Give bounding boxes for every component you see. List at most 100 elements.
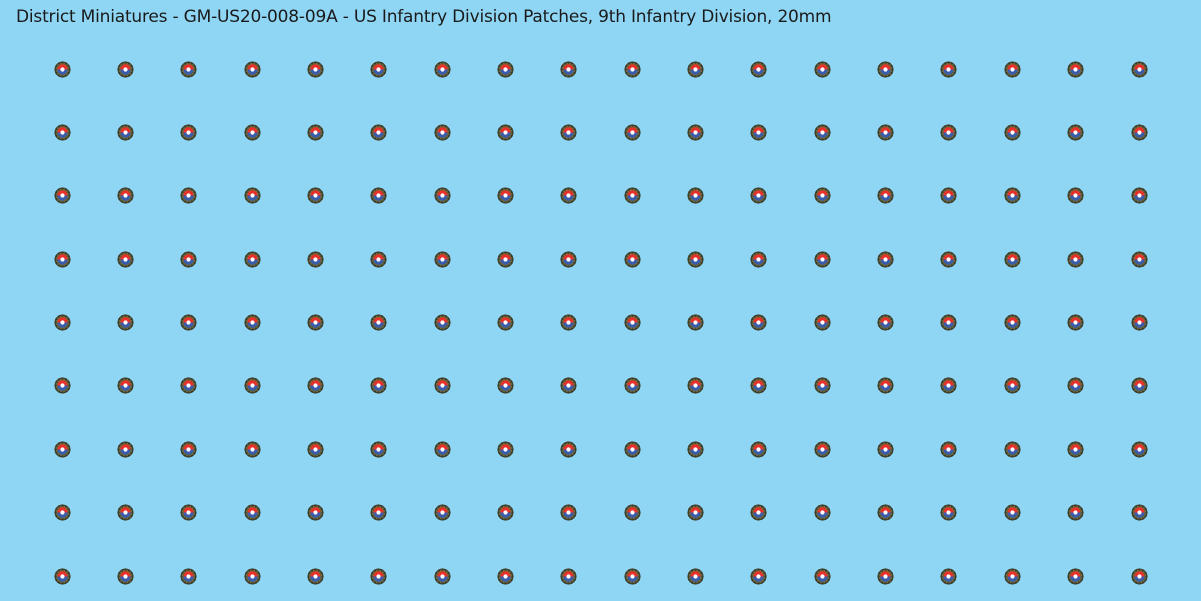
9th-infantry-division-patch-icon — [877, 251, 894, 268]
9th-infantry-division-patch-icon — [53, 377, 71, 394]
9th-infantry-division-patch-icon — [180, 251, 197, 268]
9th-infantry-division-patch-icon — [53, 441, 71, 458]
9th-infantry-division-patch-icon — [814, 567, 831, 585]
9th-infantry-division-patch-icon — [1004, 251, 1021, 268]
9th-infantry-division-patch-icon — [180, 504, 197, 521]
9th-infantry-division-patch-icon — [1067, 60, 1084, 78]
9th-infantry-division-patch-icon — [497, 187, 514, 204]
9th-infantry-division-patch-icon — [434, 251, 451, 268]
9th-infantry-division-patch-icon — [1130, 124, 1148, 141]
9th-infantry-division-patch-icon — [117, 60, 134, 78]
9th-infantry-division-patch-icon — [434, 187, 451, 204]
9th-infantry-division-patch-icon — [180, 124, 197, 141]
9th-infantry-division-patch-icon — [877, 314, 894, 331]
9th-infantry-division-patch-icon — [53, 504, 71, 521]
9th-infantry-division-patch-icon — [243, 187, 261, 204]
9th-infantry-division-patch-icon — [1067, 124, 1084, 141]
9th-infantry-division-patch-icon — [877, 377, 894, 394]
9th-infantry-division-patch-icon — [814, 377, 831, 394]
9th-infantry-division-patch-icon — [1130, 504, 1148, 521]
9th-infantry-division-patch-icon — [307, 441, 324, 458]
9th-infantry-division-patch-icon — [560, 504, 577, 521]
9th-infantry-division-patch-icon — [687, 187, 704, 204]
9th-infantry-division-patch-icon — [750, 124, 767, 141]
9th-infantry-division-patch-icon — [370, 60, 387, 78]
9th-infantry-division-patch-icon — [560, 567, 577, 585]
9th-infantry-division-patch-icon — [1130, 251, 1148, 268]
9th-infantry-division-patch-icon — [370, 124, 387, 141]
9th-infantry-division-patch-icon — [750, 251, 767, 268]
9th-infantry-division-patch-icon — [1067, 441, 1084, 458]
9th-infantry-division-patch-icon — [940, 314, 958, 331]
9th-infantry-division-patch-icon — [1004, 314, 1021, 331]
9th-infantry-division-patch-icon — [877, 124, 894, 141]
9th-infantry-division-patch-icon — [814, 251, 831, 268]
9th-infantry-division-patch-icon — [624, 441, 641, 458]
9th-infantry-division-patch-icon — [940, 251, 958, 268]
9th-infantry-division-patch-icon — [180, 377, 197, 394]
9th-infantry-division-patch-icon — [1130, 377, 1148, 394]
9th-infantry-division-patch-icon — [624, 124, 641, 141]
9th-infantry-division-patch-icon — [434, 441, 451, 458]
9th-infantry-division-patch-icon — [243, 377, 261, 394]
9th-infantry-division-patch-icon — [1004, 504, 1021, 521]
9th-infantry-division-patch-icon — [940, 504, 958, 521]
9th-infantry-division-patch-icon — [180, 441, 197, 458]
9th-infantry-division-patch-icon — [307, 567, 324, 585]
9th-infantry-division-patch-icon — [434, 124, 451, 141]
9th-infantry-division-patch-icon — [370, 441, 387, 458]
9th-infantry-division-patch-icon — [1004, 60, 1021, 78]
9th-infantry-division-patch-icon — [53, 124, 71, 141]
9th-infantry-division-patch-icon — [1004, 187, 1021, 204]
9th-infantry-division-patch-icon — [1004, 124, 1021, 141]
9th-infantry-division-patch-icon — [53, 60, 71, 78]
9th-infantry-division-patch-icon — [1067, 567, 1084, 585]
9th-infantry-division-patch-icon — [117, 187, 134, 204]
9th-infantry-division-patch-icon — [243, 441, 261, 458]
9th-infantry-division-patch-icon — [497, 567, 514, 585]
9th-infantry-division-patch-icon — [497, 377, 514, 394]
9th-infantry-division-patch-icon — [307, 60, 324, 78]
9th-infantry-division-patch-icon — [434, 567, 451, 585]
9th-infantry-division-patch-icon — [307, 377, 324, 394]
9th-infantry-division-patch-icon — [1004, 377, 1021, 394]
9th-infantry-division-patch-icon — [687, 314, 704, 331]
9th-infantry-division-patch-icon — [560, 60, 577, 78]
9th-infantry-division-patch-icon — [940, 567, 958, 585]
9th-infantry-division-patch-icon — [687, 504, 704, 521]
9th-infantry-division-patch-icon — [117, 251, 134, 268]
9th-infantry-division-patch-icon — [940, 441, 958, 458]
9th-infantry-division-patch-icon — [434, 314, 451, 331]
9th-infantry-division-patch-icon — [370, 504, 387, 521]
9th-infantry-division-patch-icon — [687, 441, 704, 458]
9th-infantry-division-patch-icon — [370, 187, 387, 204]
9th-infantry-division-patch-icon — [497, 504, 514, 521]
9th-infantry-division-patch-icon — [307, 187, 324, 204]
9th-infantry-division-patch-icon — [624, 504, 641, 521]
9th-infantry-division-patch-icon — [1004, 441, 1021, 458]
9th-infantry-division-patch-icon — [560, 441, 577, 458]
9th-infantry-division-patch-icon — [180, 314, 197, 331]
9th-infantry-division-patch-icon — [624, 314, 641, 331]
9th-infantry-division-patch-icon — [814, 187, 831, 204]
9th-infantry-division-patch-icon — [687, 60, 704, 78]
9th-infantry-division-patch-icon — [1004, 567, 1021, 585]
9th-infantry-division-patch-icon — [53, 251, 71, 268]
9th-infantry-division-patch-icon — [307, 251, 324, 268]
9th-infantry-division-patch-icon — [1130, 187, 1148, 204]
9th-infantry-division-patch-icon — [624, 60, 641, 78]
9th-infantry-division-patch-icon — [877, 187, 894, 204]
9th-infantry-division-patch-icon — [814, 60, 831, 78]
9th-infantry-division-patch-icon — [687, 124, 704, 141]
9th-infantry-division-patch-icon — [243, 251, 261, 268]
9th-infantry-division-patch-icon — [434, 504, 451, 521]
9th-infantry-division-patch-icon — [117, 567, 134, 585]
9th-infantry-division-patch-icon — [117, 314, 134, 331]
9th-infantry-division-patch-icon — [750, 314, 767, 331]
9th-infantry-division-patch-icon — [243, 567, 261, 585]
9th-infantry-division-patch-icon — [243, 60, 261, 78]
9th-infantry-division-patch-icon — [1067, 187, 1084, 204]
9th-infantry-division-patch-icon — [940, 60, 958, 78]
9th-infantry-division-patch-icon — [180, 60, 197, 78]
9th-infantry-division-patch-icon — [560, 124, 577, 141]
